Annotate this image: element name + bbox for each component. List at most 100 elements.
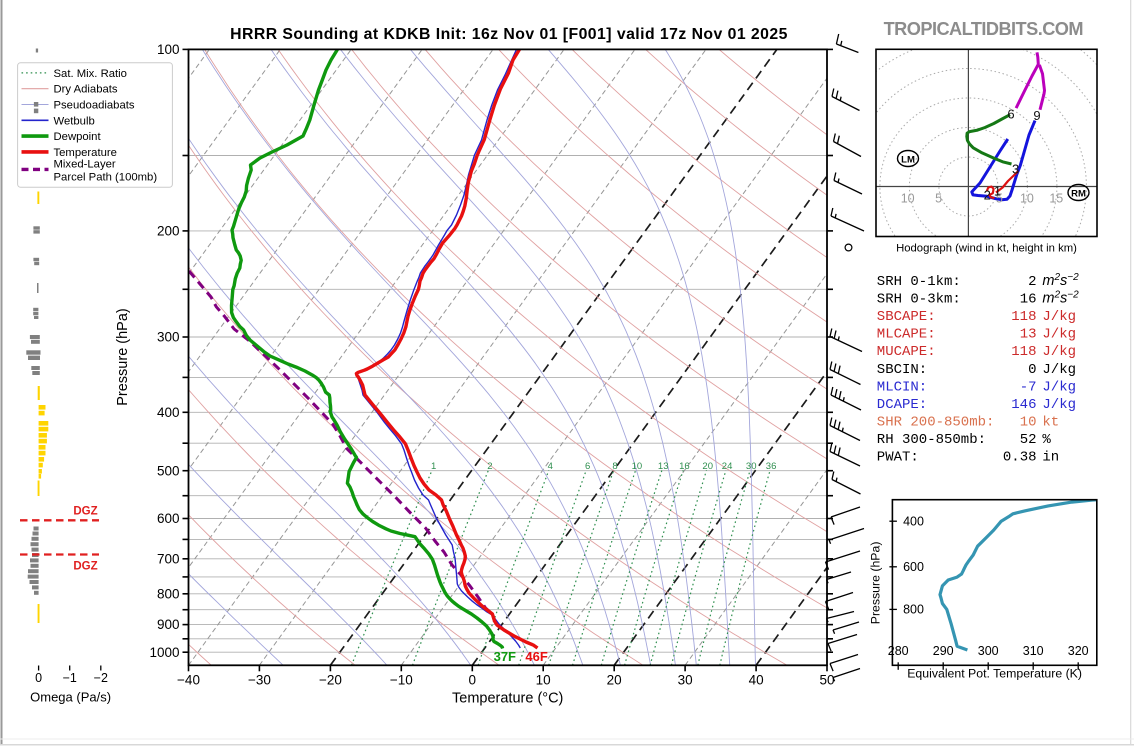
- svg-text:1: 1: [431, 461, 436, 472]
- svg-text:TROPICALTIDBITS.COM: TROPICALTIDBITS.COM: [884, 19, 1083, 39]
- svg-text:MUCAPE:: MUCAPE:: [877, 344, 936, 360]
- svg-text:280: 280: [888, 644, 909, 658]
- svg-text:800: 800: [903, 603, 924, 617]
- svg-text:DGZ: DGZ: [73, 506, 97, 518]
- svg-text:30: 30: [746, 461, 757, 472]
- svg-text:RM: RM: [1071, 188, 1086, 199]
- svg-text:0: 0: [469, 673, 477, 688]
- svg-text:Temperature (°C): Temperature (°C): [452, 691, 563, 707]
- svg-text:8: 8: [612, 461, 617, 472]
- svg-text:1000: 1000: [149, 645, 179, 660]
- svg-text:Mixed-Layer: Mixed-Layer: [54, 159, 116, 171]
- svg-text:46F: 46F: [525, 649, 547, 664]
- svg-text:J/kg: J/kg: [1042, 344, 1076, 360]
- svg-text:5: 5: [935, 192, 942, 206]
- svg-text:SBCIN:: SBCIN:: [877, 362, 927, 378]
- svg-text:−30: −30: [248, 673, 271, 688]
- svg-text:3: 3: [1012, 161, 1019, 176]
- svg-text:6: 6: [585, 461, 590, 472]
- svg-text:−1: −1: [63, 671, 77, 685]
- svg-text:0: 0: [35, 671, 42, 685]
- svg-text:SRH 0-3km:: SRH 0-3km:: [877, 292, 961, 308]
- svg-text:700: 700: [157, 551, 180, 566]
- svg-text:PWAT:: PWAT:: [877, 450, 919, 466]
- svg-text:Parcel Path (100mb): Parcel Path (100mb): [54, 172, 158, 184]
- svg-text:4: 4: [548, 461, 553, 472]
- svg-text:600: 600: [157, 511, 180, 526]
- svg-text:MLCIN:: MLCIN:: [877, 379, 927, 395]
- svg-text:6: 6: [1007, 107, 1014, 122]
- svg-text:Equivalent Pot. Temperature (K: Equivalent Pot. Temperature (K): [907, 667, 1082, 681]
- svg-text:2: 2: [487, 461, 492, 472]
- svg-text:300: 300: [978, 644, 999, 658]
- svg-text:310: 310: [1023, 644, 1044, 658]
- svg-text:20: 20: [702, 461, 713, 472]
- svg-text:10: 10: [901, 192, 915, 206]
- svg-text:320: 320: [1068, 644, 1089, 658]
- svg-text:J/kg: J/kg: [1042, 379, 1076, 395]
- svg-text:-7: -7: [1020, 379, 1037, 395]
- svg-text:SHR 200-850mb:: SHR 200-850mb:: [877, 414, 995, 430]
- svg-text:Pressure (hPa): Pressure (hPa): [869, 542, 883, 625]
- svg-text:Pseudoadiabats: Pseudoadiabats: [54, 100, 135, 112]
- svg-text:146: 146: [1011, 397, 1036, 413]
- svg-text:J/kg: J/kg: [1042, 327, 1076, 343]
- svg-text:in: in: [1042, 450, 1059, 466]
- svg-text:Temperature: Temperature: [54, 147, 117, 159]
- svg-text:SBCAPE:: SBCAPE:: [877, 309, 936, 325]
- svg-text:16: 16: [679, 461, 690, 472]
- svg-text:Hodograph (wind in kt, height: Hodograph (wind in kt, height in km): [896, 243, 1077, 255]
- svg-text:0: 0: [1028, 362, 1036, 378]
- svg-text:36: 36: [766, 461, 777, 472]
- svg-text:10: 10: [1020, 192, 1034, 206]
- svg-text:10: 10: [536, 673, 551, 688]
- svg-text:30: 30: [678, 673, 693, 688]
- svg-text:0.38: 0.38: [1003, 450, 1037, 466]
- svg-text:290: 290: [933, 644, 954, 658]
- svg-text:1: 1: [994, 184, 1001, 199]
- svg-text:52: 52: [1020, 432, 1037, 448]
- svg-text:HRRR Sounding at KDKB Init: 16: HRRR Sounding at KDKB Init: 16z Nov 01 […: [230, 26, 788, 43]
- svg-text:20: 20: [607, 673, 622, 688]
- svg-text:16: 16: [1020, 292, 1037, 308]
- svg-text:Pressure (hPa): Pressure (hPa): [115, 308, 131, 406]
- svg-text:200: 200: [157, 224, 180, 239]
- svg-text:2: 2: [984, 188, 991, 203]
- svg-text:Dry Adiabats: Dry Adiabats: [54, 84, 118, 96]
- svg-text:−2: −2: [94, 671, 108, 685]
- svg-text:800: 800: [157, 586, 180, 601]
- svg-text:5: 5: [996, 192, 1003, 206]
- svg-text:400: 400: [903, 515, 924, 529]
- svg-text:10: 10: [1020, 414, 1037, 430]
- svg-text:500: 500: [157, 463, 180, 478]
- svg-text:DGZ: DGZ: [73, 561, 97, 573]
- svg-text:SRH 0-1km:: SRH 0-1km:: [877, 274, 961, 290]
- svg-text:−10: −10: [390, 673, 413, 688]
- svg-text:−20: −20: [319, 673, 342, 688]
- svg-text:118: 118: [1011, 344, 1036, 360]
- svg-text:Omega (Pa/s): Omega (Pa/s): [30, 690, 111, 705]
- svg-text:100: 100: [157, 42, 180, 57]
- svg-text:15: 15: [1049, 192, 1063, 206]
- svg-text:300: 300: [157, 330, 180, 345]
- svg-text:600: 600: [903, 560, 924, 574]
- svg-text:50: 50: [819, 673, 834, 688]
- svg-text:LM: LM: [901, 154, 915, 165]
- svg-text:Sat. Mix. Ratio: Sat. Mix. Ratio: [54, 68, 127, 80]
- svg-text:Wetbulb: Wetbulb: [54, 115, 95, 127]
- svg-text:%: %: [1042, 432, 1051, 448]
- svg-text:118: 118: [1011, 309, 1036, 325]
- svg-text:J/kg: J/kg: [1042, 397, 1076, 413]
- svg-text:40: 40: [749, 673, 764, 688]
- svg-text:24: 24: [722, 461, 733, 472]
- svg-text:MLCAPE:: MLCAPE:: [877, 327, 936, 343]
- svg-text:13: 13: [658, 461, 669, 472]
- svg-text:10: 10: [632, 461, 643, 472]
- svg-text:13: 13: [1020, 327, 1037, 343]
- svg-text:37F: 37F: [494, 649, 516, 664]
- svg-text:kt: kt: [1042, 414, 1059, 430]
- svg-text:2: 2: [1028, 274, 1036, 290]
- svg-text:RH 300-850mb:: RH 300-850mb:: [877, 432, 986, 448]
- svg-text:400: 400: [157, 405, 180, 420]
- svg-text:J/kg: J/kg: [1042, 362, 1076, 378]
